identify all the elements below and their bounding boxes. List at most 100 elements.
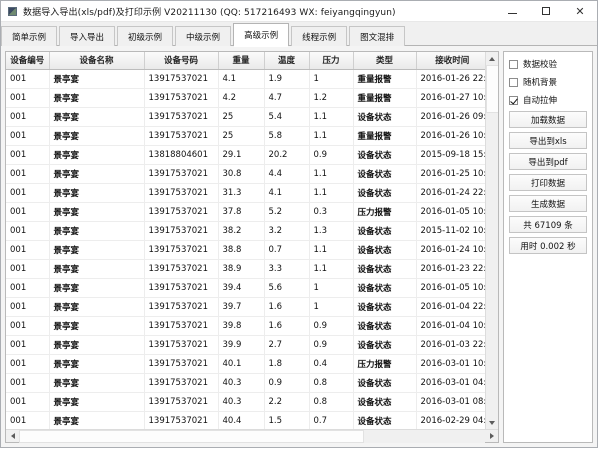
cell-18-3[interactable]: 40.4 bbox=[218, 411, 265, 429]
cell-12-4[interactable]: 1.6 bbox=[264, 297, 310, 317]
cell-10-4[interactable]: 3.3 bbox=[264, 259, 310, 279]
cell-1-5[interactable]: 1.2 bbox=[309, 88, 354, 108]
cell-1-2[interactable]: 13917537021 bbox=[144, 88, 219, 108]
column-header-3[interactable]: 重量 bbox=[218, 52, 265, 70]
cell-16-6[interactable]: 设备状态 bbox=[353, 373, 417, 393]
cell-17-1[interactable]: 景亭宴 bbox=[49, 392, 145, 412]
cell-1-6[interactable]: 重量报警 bbox=[353, 88, 417, 108]
cell-7-5[interactable]: 0.3 bbox=[309, 202, 354, 222]
scroll-right-button[interactable] bbox=[485, 430, 498, 443]
table-row[interactable]: 001 景亭宴 13917537021 4.2 4.7 1.2 重量报警 2016-01-27… bbox=[6, 88, 485, 108]
cell-3-7[interactable]: 2016-01-26 10:10:04 bbox=[416, 126, 485, 146]
table-row[interactable]: 001 景亭宴 13917537021 38.9 3.3 1.1 设备状态 2016-01-2… bbox=[6, 259, 485, 279]
cell-15-7[interactable]: 2016-03-01 10:04:16 bbox=[416, 354, 485, 374]
table-row[interactable]: 001 景亭宴 13917537021 40.1 1.8 0.4 压力报警 2016-03-0… bbox=[6, 354, 485, 374]
table-row[interactable]: 001 景亭宴 13917537021 40.3 0.9 0.8 设备状态 2016-03-0… bbox=[6, 373, 485, 393]
table-row[interactable]: 001 景亭宴 13917537021 40.4 1.5 0.7 设备状态 2016-02-2… bbox=[6, 411, 485, 429]
cell-7-4[interactable]: 5.2 bbox=[264, 202, 310, 222]
cell-17-3[interactable]: 40.3 bbox=[218, 392, 265, 412]
cell-17-7[interactable]: 2016-03-01 08:46:00 bbox=[416, 392, 485, 412]
cell-10-5[interactable]: 1.1 bbox=[309, 259, 354, 279]
cell-0-4[interactable]: 1.9 bbox=[264, 69, 310, 89]
action-button-0[interactable]: 加载数据 bbox=[509, 111, 587, 128]
cell-9-0[interactable]: 001 bbox=[6, 240, 50, 260]
checkbox-row-2[interactable]: 自动拉伸 bbox=[509, 93, 587, 107]
cell-0-1[interactable]: 景亭宴 bbox=[49, 69, 145, 89]
cell-12-1[interactable]: 景亭宴 bbox=[49, 297, 145, 317]
tab-3[interactable]: 中级示例 bbox=[175, 26, 232, 46]
cell-17-4[interactable]: 2.2 bbox=[264, 392, 310, 412]
cell-16-3[interactable]: 40.3 bbox=[218, 373, 265, 393]
cell-4-5[interactable]: 0.9 bbox=[309, 145, 354, 165]
cell-8-1[interactable]: 景亭宴 bbox=[49, 221, 145, 241]
cell-12-5[interactable]: 1 bbox=[309, 297, 354, 317]
scroll-down-button[interactable] bbox=[485, 416, 498, 429]
close-button[interactable]: ✕ bbox=[563, 1, 597, 21]
cell-8-0[interactable]: 001 bbox=[6, 221, 50, 241]
cell-13-3[interactable]: 39.8 bbox=[218, 316, 265, 336]
cell-4-4[interactable]: 20.2 bbox=[264, 145, 310, 165]
cell-1-7[interactable]: 2016-01-27 10:10:23 bbox=[416, 88, 485, 108]
cell-2-7[interactable]: 2016-01-26 09:20:50 bbox=[416, 107, 485, 127]
cell-4-7[interactable]: 2015-09-18 15:24:57 bbox=[416, 145, 485, 165]
cell-16-7[interactable]: 2016-03-01 04:42:41 bbox=[416, 373, 485, 393]
cell-13-7[interactable]: 2016-01-04 10:04:20 bbox=[416, 316, 485, 336]
checkbox-0[interactable] bbox=[509, 59, 518, 69]
cell-8-7[interactable]: 2015-11-02 10:00:12 bbox=[416, 221, 485, 241]
cell-0-0[interactable]: 001 bbox=[6, 69, 50, 89]
cell-1-3[interactable]: 4.2 bbox=[218, 88, 265, 108]
cell-8-3[interactable]: 38.2 bbox=[218, 221, 265, 241]
cell-11-5[interactable]: 1 bbox=[309, 278, 354, 298]
cell-7-1[interactable]: 景亭宴 bbox=[49, 202, 145, 222]
cell-14-4[interactable]: 2.7 bbox=[264, 335, 310, 355]
cell-5-5[interactable]: 1.1 bbox=[309, 164, 354, 184]
cell-0-7[interactable]: 2016-01-26 22:10:14 bbox=[416, 69, 485, 89]
horizontal-scroll-track[interactable] bbox=[19, 429, 485, 443]
table-row[interactable]: 001 景亭宴 13917537021 39.8 1.6 0.9 设备状态 2016-01-0… bbox=[6, 316, 485, 336]
column-header-4[interactable]: 温度 bbox=[264, 52, 310, 70]
cell-11-3[interactable]: 39.4 bbox=[218, 278, 265, 298]
cell-16-4[interactable]: 0.9 bbox=[264, 373, 310, 393]
cell-16-2[interactable]: 13917537021 bbox=[144, 373, 219, 393]
cell-16-1[interactable]: 景亭宴 bbox=[49, 373, 145, 393]
cell-14-5[interactable]: 0.9 bbox=[309, 335, 354, 355]
cell-18-4[interactable]: 1.5 bbox=[264, 411, 310, 429]
cell-3-5[interactable]: 1.1 bbox=[309, 126, 354, 146]
cell-10-1[interactable]: 景亭宴 bbox=[49, 259, 145, 279]
cell-13-2[interactable]: 13917537021 bbox=[144, 316, 219, 336]
cell-18-2[interactable]: 13917537021 bbox=[144, 411, 219, 429]
cell-13-1[interactable]: 景亭宴 bbox=[49, 316, 145, 336]
table-row[interactable]: 001 景亭宴 13917537021 37.8 5.2 0.3 压力报警 2016-01-0… bbox=[6, 202, 485, 222]
cell-1-0[interactable]: 001 bbox=[6, 88, 50, 108]
cell-7-0[interactable]: 001 bbox=[6, 202, 50, 222]
cell-0-3[interactable]: 4.1 bbox=[218, 69, 265, 89]
cell-13-5[interactable]: 0.9 bbox=[309, 316, 354, 336]
cell-5-2[interactable]: 13917537021 bbox=[144, 164, 219, 184]
cell-4-0[interactable]: 001 bbox=[6, 145, 50, 165]
cell-11-4[interactable]: 5.6 bbox=[264, 278, 310, 298]
cell-6-0[interactable]: 001 bbox=[6, 183, 50, 203]
tab-5[interactable]: 线程示例 bbox=[291, 26, 348, 46]
column-header-5[interactable]: 压力 bbox=[309, 52, 354, 70]
cell-4-1[interactable]: 景亭宴 bbox=[49, 145, 145, 165]
cell-17-5[interactable]: 0.8 bbox=[309, 392, 354, 412]
cell-14-1[interactable]: 景亭宴 bbox=[49, 335, 145, 355]
cell-12-3[interactable]: 39.7 bbox=[218, 297, 265, 317]
cell-13-6[interactable]: 设备状态 bbox=[353, 316, 417, 336]
cell-9-7[interactable]: 2016-01-24 10:09:32 bbox=[416, 240, 485, 260]
cell-0-5[interactable]: 1 bbox=[309, 69, 354, 89]
cell-2-3[interactable]: 25 bbox=[218, 107, 265, 127]
table-row[interactable]: 001 景亭宴 13917537021 30.8 4.4 1.1 设备状态 2016-01-2… bbox=[6, 164, 485, 184]
table-row[interactable]: 001 景亭宴 13917537021 38.8 0.7 1.1 设备状态 2016-01-2… bbox=[6, 240, 485, 260]
cell-8-4[interactable]: 3.2 bbox=[264, 221, 310, 241]
cell-15-3[interactable]: 40.1 bbox=[218, 354, 265, 374]
cell-14-0[interactable]: 001 bbox=[6, 335, 50, 355]
tab-1[interactable]: 导入导出 bbox=[59, 26, 116, 46]
cell-12-2[interactable]: 13917537021 bbox=[144, 297, 219, 317]
cell-18-1[interactable]: 景亭宴 bbox=[49, 411, 145, 429]
cell-12-7[interactable]: 2016-01-04 22:04:31 bbox=[416, 297, 485, 317]
checkbox-row-0[interactable]: 数据校验 bbox=[509, 57, 587, 71]
cell-4-2[interactable]: 13818804601 bbox=[144, 145, 219, 165]
cell-3-1[interactable]: 景亭宴 bbox=[49, 126, 145, 146]
cell-10-6[interactable]: 设备状态 bbox=[353, 259, 417, 279]
